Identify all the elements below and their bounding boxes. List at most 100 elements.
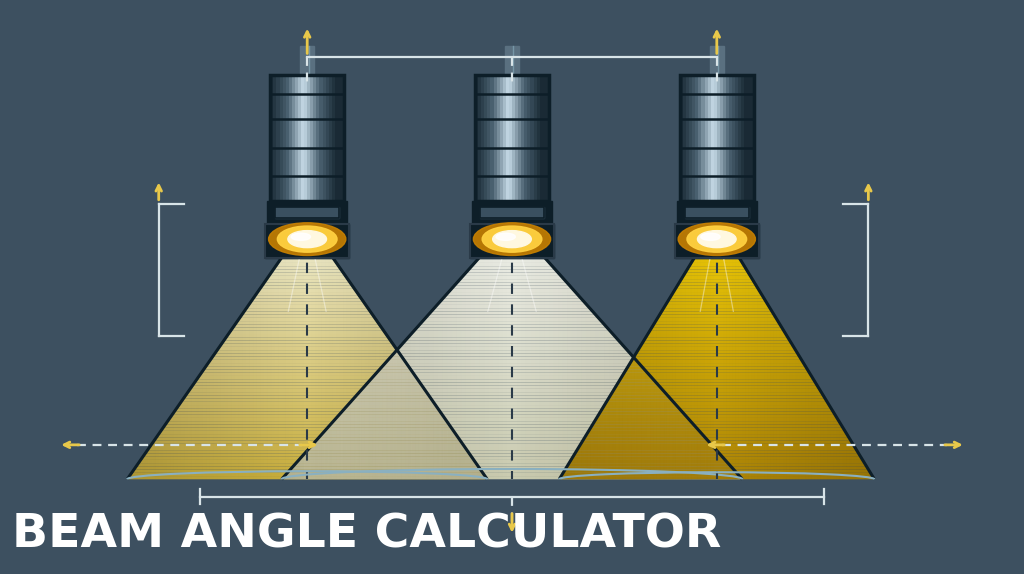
Polygon shape [243,221,307,479]
Polygon shape [392,221,512,479]
Bar [710,46,724,75]
Polygon shape [307,221,444,479]
Bar [695,75,699,201]
Polygon shape [188,221,307,479]
Polygon shape [391,354,633,356]
Polygon shape [184,221,307,479]
Polygon shape [307,221,440,479]
Polygon shape [512,221,724,479]
Polygon shape [512,221,586,479]
Polygon shape [512,221,608,479]
Polygon shape [402,340,622,344]
Bar [270,75,344,201]
Polygon shape [689,263,744,266]
Bar [480,207,544,218]
Polygon shape [463,273,561,276]
Polygon shape [569,460,864,463]
Polygon shape [717,221,846,479]
Polygon shape [239,221,307,479]
Polygon shape [657,315,776,318]
Bar [518,75,522,201]
Bar [689,75,693,201]
Polygon shape [236,221,307,479]
Bar [506,75,510,201]
Polygon shape [717,221,767,479]
Ellipse shape [700,233,720,241]
Polygon shape [563,470,870,473]
Polygon shape [289,243,326,247]
Polygon shape [581,441,853,444]
Polygon shape [266,276,348,279]
Polygon shape [319,434,705,437]
Polygon shape [574,450,859,453]
Polygon shape [653,321,780,324]
Polygon shape [282,221,512,479]
Polygon shape [167,221,307,479]
Polygon shape [230,328,384,331]
Bar [680,75,754,201]
Polygon shape [429,221,512,479]
Polygon shape [291,221,512,479]
Bar [329,75,333,201]
Polygon shape [512,221,742,479]
Polygon shape [307,221,390,479]
Bar [265,224,349,258]
Polygon shape [591,424,843,428]
Polygon shape [307,221,480,479]
Polygon shape [629,221,717,479]
Polygon shape [231,221,307,479]
Polygon shape [138,460,476,463]
Polygon shape [283,253,332,257]
Polygon shape [322,431,702,434]
Polygon shape [307,221,447,479]
Polygon shape [305,450,719,453]
Polygon shape [170,221,307,479]
Polygon shape [559,476,874,479]
Polygon shape [275,263,339,266]
Polygon shape [713,224,721,227]
Polygon shape [717,221,840,479]
Polygon shape [717,221,871,479]
Polygon shape [307,221,462,479]
Polygon shape [406,221,512,479]
Polygon shape [717,221,799,479]
Ellipse shape [291,233,310,241]
Bar [735,75,739,201]
Bar [543,75,547,201]
Polygon shape [305,221,512,479]
Polygon shape [131,221,307,479]
Polygon shape [664,305,770,308]
Polygon shape [197,376,418,379]
Bar [480,207,544,218]
Polygon shape [670,221,717,479]
Polygon shape [140,457,474,460]
Polygon shape [571,457,862,460]
Polygon shape [618,379,815,382]
Polygon shape [258,289,356,292]
Polygon shape [620,221,717,479]
Polygon shape [434,305,590,308]
Polygon shape [506,224,518,227]
Ellipse shape [678,223,756,255]
Polygon shape [141,221,307,479]
Polygon shape [512,221,617,479]
Polygon shape [703,241,730,243]
Bar [470,224,554,258]
Bar [310,75,314,201]
Polygon shape [445,292,579,295]
Polygon shape [469,266,555,269]
Polygon shape [442,295,582,298]
Polygon shape [717,221,827,479]
Polygon shape [699,247,734,250]
Polygon shape [697,250,736,253]
Polygon shape [397,347,627,350]
Polygon shape [565,466,868,470]
Polygon shape [635,221,717,479]
Bar [505,46,519,75]
Polygon shape [568,221,717,479]
Polygon shape [595,418,839,421]
Bar [298,75,302,201]
Polygon shape [512,221,627,479]
Polygon shape [307,221,430,479]
Polygon shape [717,221,843,479]
